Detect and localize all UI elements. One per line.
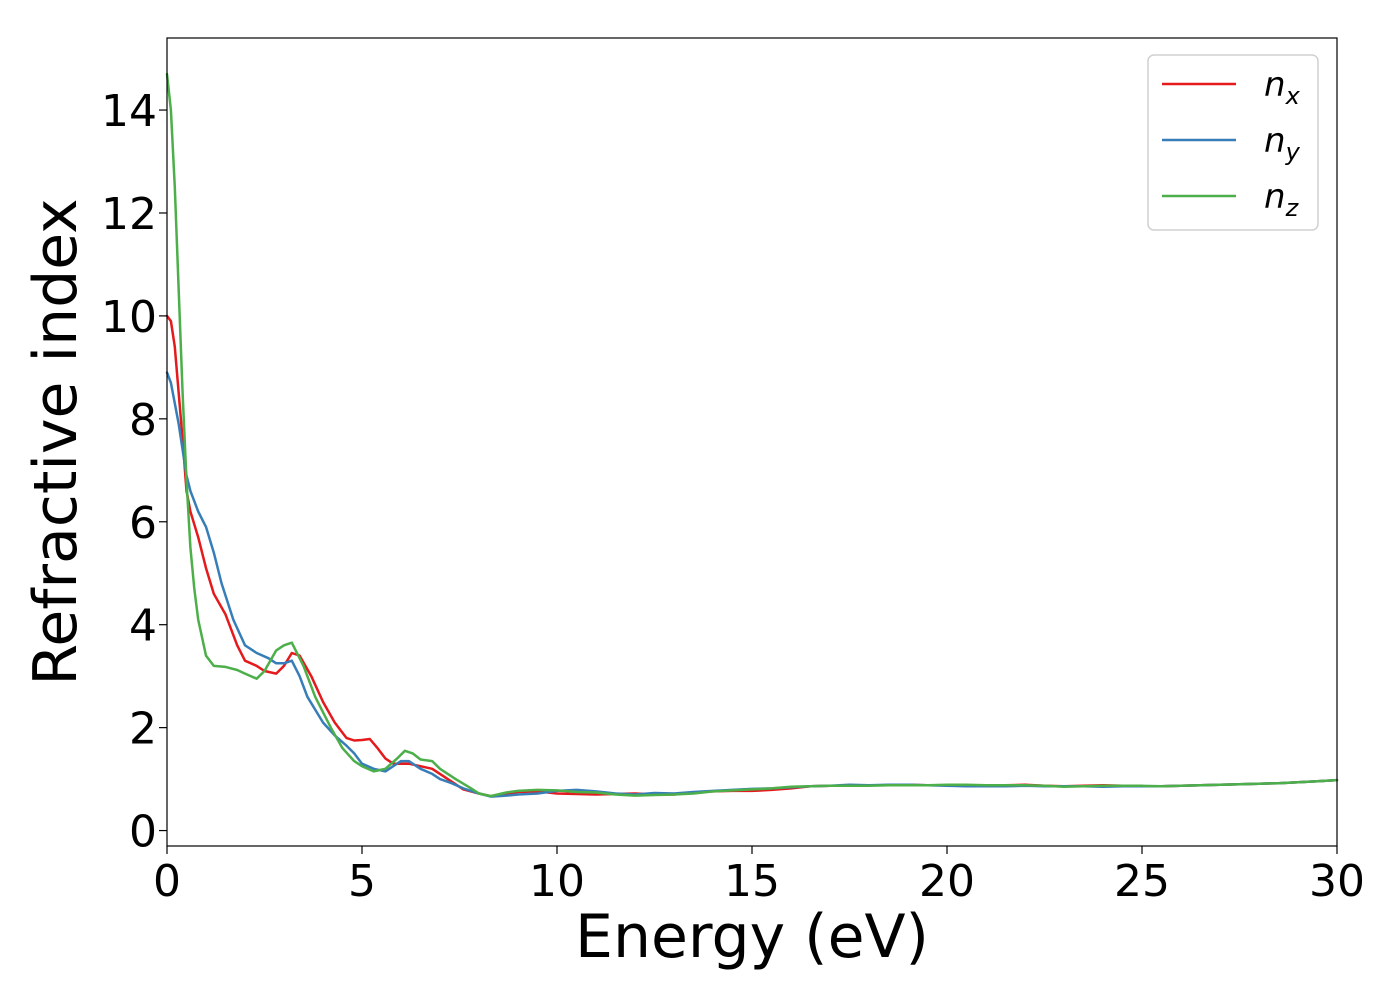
y-tick-label: 0 [129,807,157,858]
y-tick-label: 14 [101,86,157,137]
y-axis-label: Refractive index [21,198,91,685]
legend-box [1147,54,1319,231]
legend-label-nz: nz [1264,177,1300,222]
series-line-nz [165,72,1339,798]
y-tick-label: 6 [129,498,157,549]
legend-label-nx: nx [1264,65,1301,110]
series-layer [165,72,1339,798]
series-line-nx [165,314,1339,798]
y-tick-label: 12 [101,189,157,240]
y-axis-ticks: 0 2 4 6 8 10 12 14 [101,86,167,858]
y-tick-label: 2 [129,704,157,755]
x-tick-label: 10 [529,856,585,907]
x-tick-label: 0 [153,856,181,907]
x-tick-label: 30 [1309,856,1365,907]
x-axis-ticks: 0 5 10 15 20 25 30 [153,846,1365,907]
x-tick-label: 5 [348,856,376,907]
y-tick-label: 8 [129,395,157,446]
legend: nx ny nz [1147,54,1319,231]
x-tick-label: 15 [724,856,780,907]
legend-label-ny: ny [1264,121,1301,166]
y-tick-label: 4 [129,601,157,652]
x-axis-label: Energy (eV) [575,902,929,972]
y-tick-label: 10 [101,292,157,343]
x-tick-label: 25 [1114,856,1170,907]
x-tick-label: 20 [919,856,975,907]
